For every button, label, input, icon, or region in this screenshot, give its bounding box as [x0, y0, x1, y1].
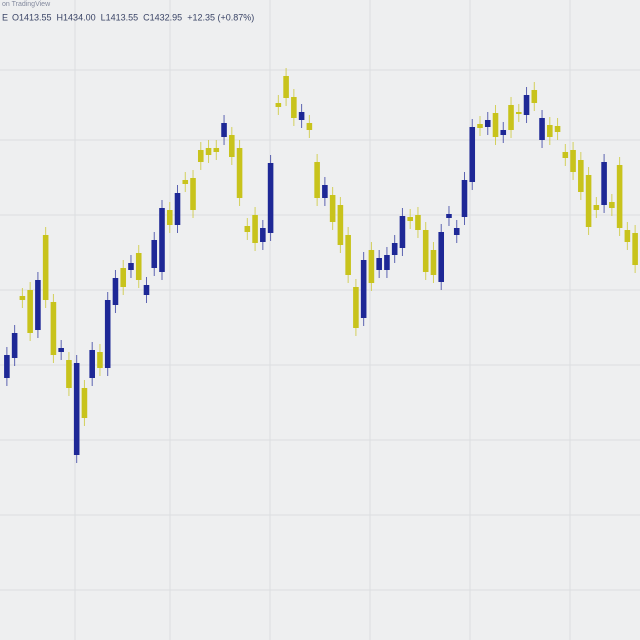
candle-body — [415, 215, 421, 230]
candle-body — [151, 240, 158, 268]
candle-body — [453, 228, 460, 235]
candle-body — [554, 126, 561, 132]
candle-body — [229, 135, 235, 157]
candle-body — [221, 123, 227, 137]
candle-body — [484, 120, 491, 127]
ohlc-legend-item: C1432.95 — [143, 12, 182, 22]
candle-body — [306, 123, 313, 130]
candle-body — [322, 185, 328, 198]
candle-body — [42, 235, 49, 300]
ohlc-legend-item: O1413.55 — [12, 12, 52, 22]
candle-body — [547, 125, 553, 137]
candle-body — [430, 250, 437, 275]
candle-body — [252, 215, 258, 243]
candle-body — [159, 208, 165, 272]
candle-body — [508, 105, 514, 130]
candle-body — [97, 352, 103, 368]
candle-body — [500, 130, 507, 135]
candle-body — [267, 163, 274, 233]
candle-body — [570, 150, 576, 172]
candle-body — [399, 216, 406, 248]
candle-body — [190, 178, 196, 210]
candle-body — [624, 230, 631, 242]
candle-body — [593, 205, 600, 210]
source-label: on TradingView — [2, 1, 51, 8]
candle-body — [384, 255, 390, 270]
candle-body — [182, 180, 189, 184]
candle-body — [244, 226, 251, 232]
candle-body — [632, 233, 638, 265]
candle-body — [66, 360, 72, 388]
ohlc-legend-item: L1413.55 — [101, 12, 139, 22]
candle-body — [368, 250, 375, 283]
candle-body — [539, 118, 545, 140]
candle-body — [4, 355, 10, 378]
candle-body — [616, 165, 623, 228]
candle-body — [11, 333, 18, 358]
candle-body — [27, 290, 33, 333]
candle-body — [562, 152, 569, 158]
candle-body — [35, 280, 41, 330]
candle-body — [337, 205, 344, 245]
candle-body — [275, 103, 282, 107]
candle-body — [104, 300, 111, 368]
candle-body — [422, 230, 429, 272]
candle-body — [376, 258, 382, 270]
candle-body — [283, 76, 289, 98]
symbol-label: E — [2, 12, 8, 22]
candle-body — [531, 90, 538, 103]
candle-body — [438, 232, 445, 282]
candle-body — [314, 162, 320, 198]
candle-body — [477, 124, 483, 128]
candle-body — [353, 287, 359, 328]
candle-body — [197, 150, 204, 162]
candle-body — [58, 348, 64, 352]
candle-body — [360, 260, 367, 318]
candle-body — [205, 148, 212, 155]
candle-body — [461, 180, 468, 217]
candle-body — [143, 285, 150, 295]
candle-body — [523, 95, 530, 115]
candle-body — [236, 148, 243, 198]
ohlc-legend-item: H1434.00 — [57, 12, 96, 22]
candle-body — [585, 175, 592, 227]
candle-body — [213, 148, 220, 152]
candle-body — [89, 350, 95, 378]
candle-body — [73, 363, 80, 455]
candle-body — [50, 302, 57, 355]
candle-body — [345, 235, 351, 275]
candle-body — [407, 217, 413, 221]
candle-body — [446, 214, 452, 218]
candle-body — [166, 210, 173, 225]
candle-body — [515, 112, 522, 114]
candle-body — [391, 243, 398, 255]
candle-body — [174, 193, 181, 225]
candle-body — [128, 263, 134, 270]
candle-body — [291, 97, 297, 118]
candle-body — [112, 278, 119, 305]
candle-body — [329, 195, 336, 222]
candle-body — [135, 253, 142, 280]
candle-body — [609, 202, 615, 208]
candle-body — [298, 112, 305, 120]
ohlc-legend-item: +12.35 (+0.87%) — [187, 12, 254, 22]
candle-body — [469, 127, 476, 182]
candle-body — [601, 162, 607, 205]
candle-body — [492, 113, 499, 137]
candle-body — [578, 160, 584, 192]
candle-body — [19, 296, 26, 300]
candle-body — [260, 228, 266, 242]
candle-body — [81, 388, 88, 418]
candle-body — [120, 268, 127, 287]
